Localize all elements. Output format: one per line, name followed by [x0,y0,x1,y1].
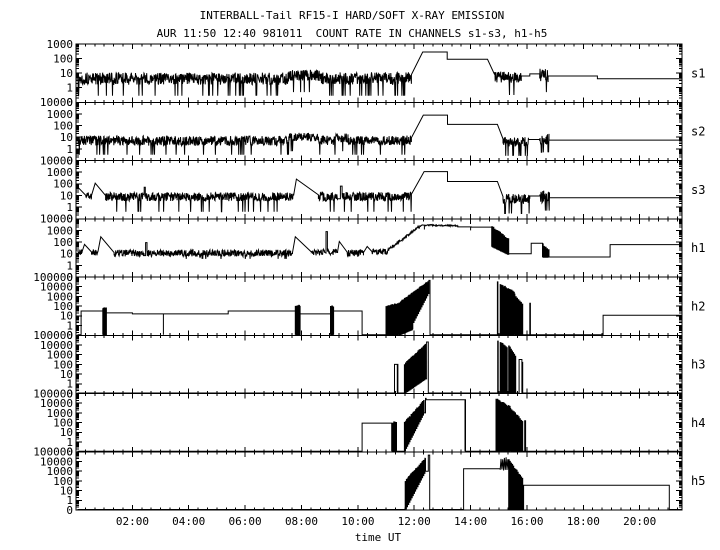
y-tick-label: 10 [60,248,73,261]
x-tick-label: 08:00 [285,515,318,528]
x-tick-label: 02:00 [116,515,149,528]
y-tick-label: 100000 [33,329,73,342]
y-tick-label: 1 [66,494,73,507]
trace-h4 [77,397,682,452]
y-tick-label: 1 [66,319,73,332]
y-tick-label: 10000 [40,213,73,226]
trace-h3 [77,340,682,394]
x-axis-title: time UT [354,531,402,544]
y-tick-label: 1 [66,378,73,391]
plot-title: INTERBALL-Tail RF15-I HARD/SOFT X-RAY EM… [199,9,505,22]
trace-h5 [77,454,682,510]
plot-subtitle: AUR 11:50 12:40 981011 COUNT RATE IN CHA… [156,27,548,40]
trace-h2 [77,279,682,336]
y-tick-label: 10000 [40,455,73,468]
x-tick-label: 06:00 [229,515,262,528]
y-tick-label: 1 [66,143,73,156]
y-tick-label: 10000 [40,397,73,410]
y-tick-label: 1 [66,82,73,95]
y-tick-label: 100000 [33,271,73,284]
y-tick-label: 10 [60,310,73,323]
y-tick-label: 1000 [47,465,74,478]
channel-label: h1 [691,241,705,255]
y-tick-label: 100000 [33,446,73,459]
y-tick-label: 100 [53,236,73,249]
y-tick-label: 100000 [33,387,73,400]
axis-ticks [76,44,682,510]
trace-h1 [77,223,682,259]
y-tick-label: 10000 [40,154,73,167]
y-tick-label: 1 [66,259,73,272]
y-tick-label: 100 [53,416,73,429]
y-tick-label: 10 [60,484,73,497]
y-tick-label: 0 [66,329,73,342]
y-tick-label: 10 [60,131,73,144]
y-tick-label: 0 [66,96,73,109]
y-tick-label: 1000 [47,38,74,51]
channel-label: h3 [691,358,705,372]
channel-label: s1 [691,66,705,80]
x-tick-label: 04:00 [172,515,205,528]
y-tick-label: 10 [60,426,73,439]
y-tick-label: 10 [60,189,73,202]
y-tick-label: 1 [66,436,73,449]
x-tick-label: 10:00 [341,515,374,528]
y-tick-label: 100 [53,178,73,191]
x-tick-label: 12:00 [398,515,431,528]
trace-s3 [77,171,682,214]
panel-frames [75,43,683,511]
y-tick-label: 1000 [47,407,74,420]
y-tick-label: 0 [66,504,73,517]
y-tick-label: 10000 [40,281,73,294]
channel-label: s3 [691,183,705,197]
y-tick-label: 100 [53,358,73,371]
y-tick-label: 1000 [47,108,74,121]
y-tick-label: 100 [53,300,73,313]
y-tick-label: 100 [53,119,73,132]
channel-label: s2 [691,125,705,139]
y-tick-label: 100 [53,52,73,65]
y-tick-label: 1000 [47,166,74,179]
y-tick-label: 0 [66,154,73,167]
channel-label: h5 [691,474,705,488]
trace-s1 [77,51,682,97]
x-tick-label: 14:00 [454,515,487,528]
y-tick-label: 0 [66,446,73,459]
y-tick-label: 10000 [40,339,73,352]
y-tick-label: 10 [60,67,73,80]
channel-label: h2 [691,299,705,313]
trace-s2 [77,114,682,156]
y-tick-label: 10000 [40,96,73,109]
y-tick-label: 0 [66,271,73,284]
y-tick-label: 10 [60,368,73,381]
y-tick-label: 0 [66,213,73,226]
y-tick-label: 1 [66,201,73,214]
y-tick-label: 1000 [47,290,74,303]
channel-label: h4 [691,416,705,430]
y-tick-label: 0 [66,387,73,400]
x-tick-label: 20:00 [623,515,656,528]
x-tick-label: 18:00 [567,515,600,528]
y-tick-label: 100 [53,475,73,488]
x-tick-label: 16:00 [510,515,543,528]
y-tick-label: 1000 [47,224,74,237]
y-tick-label: 1000 [47,349,74,362]
